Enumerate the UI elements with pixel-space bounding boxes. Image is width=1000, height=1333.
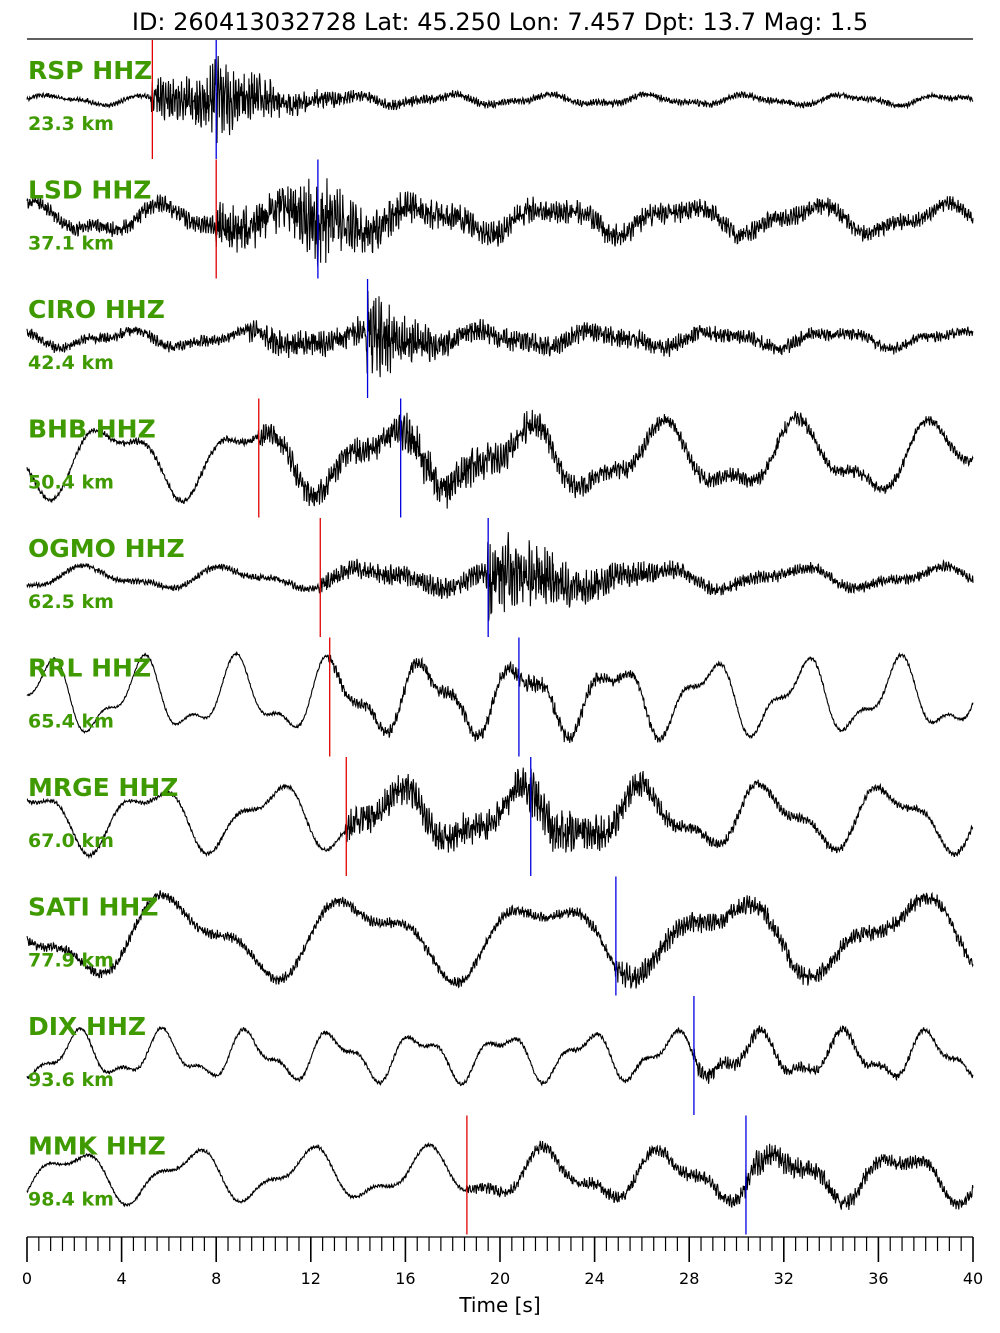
station-trace-2: CIRO HHZ 42.4 km (26, 279, 974, 398)
x-tick-label: 32 (774, 1269, 794, 1288)
station-name: RSP HHZ (28, 56, 152, 85)
waveform (26, 178, 974, 267)
station-trace-1: LSD HHZ 37.1 km (26, 159, 974, 279)
x-tick-label: 16 (395, 1269, 415, 1288)
station-distance: 77.9 km (28, 950, 114, 972)
waveform (26, 890, 974, 989)
x-tick-label: 4 (117, 1269, 127, 1288)
x-tick-label: 8 (211, 1269, 221, 1288)
station-trace-3: BHB HHZ 50.4 km (26, 398, 974, 518)
station-trace-0: RSP HHZ 23.3 km (26, 40, 974, 159)
station-name: BHB HHZ (28, 415, 156, 444)
x-tick-label: 24 (584, 1269, 604, 1288)
waveform (26, 767, 974, 860)
station-trace-5: RRL HHZ 65.4 km (26, 637, 974, 757)
waveform (26, 532, 974, 622)
waveform (26, 290, 974, 378)
x-axis-label: Time [s] (458, 1293, 540, 1317)
station-distance: 67.0 km (28, 830, 114, 852)
waveform (26, 650, 974, 743)
x-tick-label: 20 (490, 1269, 510, 1288)
station-trace-7: SATI HHZ 77.9 km (26, 876, 974, 996)
station-distance: 62.5 km (28, 591, 114, 613)
station-name: RRL HHZ (28, 654, 151, 683)
station-name: LSD HHZ (28, 176, 151, 205)
station-name: OGMO HHZ (28, 534, 185, 563)
station-trace-6: MRGE HHZ 67.0 km (26, 757, 974, 876)
station-distance: 50.4 km (28, 472, 114, 494)
station-distance: 98.4 km (28, 1189, 114, 1211)
station-name: MRGE HHZ (28, 773, 178, 802)
x-tick-label: 28 (679, 1269, 699, 1288)
station-trace-8: DIX HHZ 93.6 km (26, 996, 974, 1115)
waveform (26, 409, 974, 509)
station-distance: 93.6 km (28, 1069, 114, 1091)
station-name: MMK HHZ (28, 1132, 166, 1161)
waveform (26, 1140, 974, 1210)
time-axis: 0 4 8 12 16 20 24 28 32 36 40 (22, 1236, 983, 1288)
station-distance: 42.4 km (28, 352, 114, 374)
station-distance: 37.1 km (28, 233, 114, 255)
station-distance: 65.4 km (28, 711, 114, 733)
station-name: SATI HHZ (28, 893, 158, 922)
station-name: CIRO HHZ (28, 295, 165, 324)
waveform (26, 55, 974, 144)
x-tick-label: 40 (963, 1269, 983, 1288)
waveform (26, 1025, 974, 1087)
station-trace-9: MMK HHZ 98.4 km (26, 1115, 974, 1235)
x-tick-label: 12 (301, 1269, 321, 1288)
traces-group: RSP HHZ 23.3 km LSD HHZ 37.1 km CIRO HHZ 42.4… (26, 40, 974, 1235)
chart-title: ID: 260413032728 Lat: 45.250 Lon: 7.457 … (132, 8, 868, 36)
station-name: DIX HHZ (28, 1012, 146, 1041)
x-tick-label: 0 (22, 1269, 32, 1288)
station-distance: 23.3 km (28, 113, 114, 135)
x-tick-label: 36 (868, 1269, 888, 1288)
station-trace-4: OGMO HHZ 62.5 km (26, 518, 974, 637)
